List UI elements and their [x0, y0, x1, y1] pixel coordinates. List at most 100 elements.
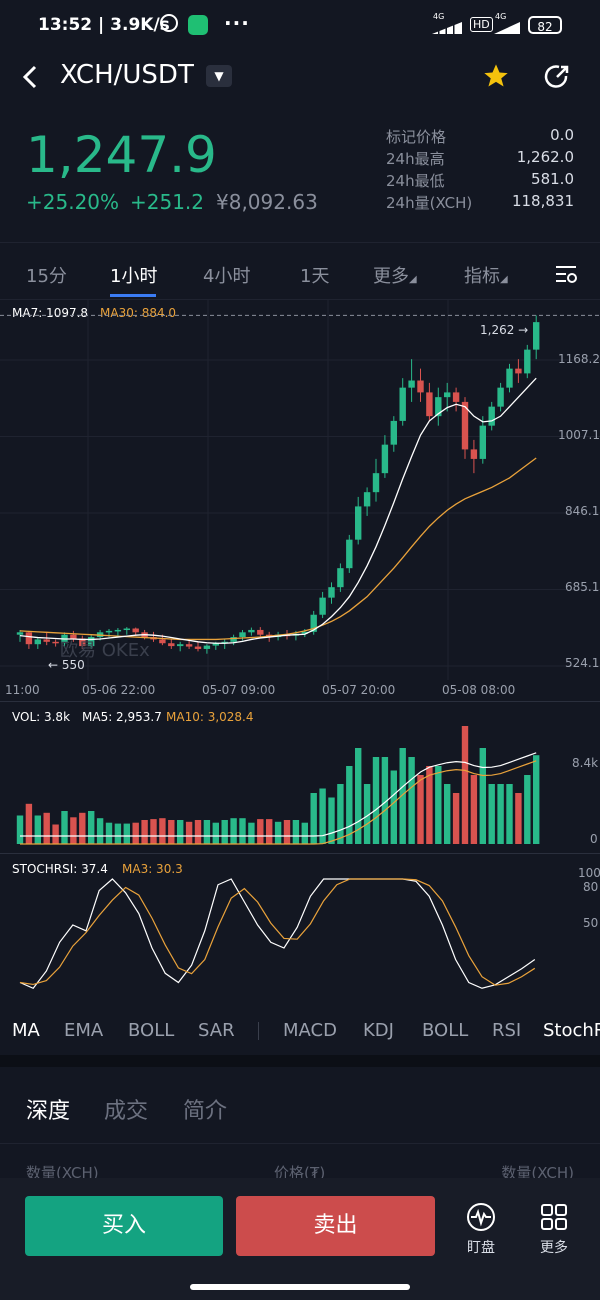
candle-body: [417, 380, 424, 393]
indicator-ma[interactable]: MA: [12, 1020, 40, 1041]
candle-body: [203, 645, 211, 649]
tab-indicators[interactable]: 指标◢: [464, 266, 508, 287]
divider: [0, 701, 600, 702]
stat-value-mark: 0.0: [550, 126, 574, 144]
tab-4h[interactable]: 4小时: [203, 266, 251, 287]
indicator-boll[interactable]: BOLL: [128, 1020, 175, 1041]
vol-y-tick: 8.4k: [572, 756, 599, 770]
indicator-sar[interactable]: SAR: [198, 1020, 235, 1041]
volume-bar: [372, 757, 380, 844]
y-tick: 846.1: [565, 504, 600, 518]
tab-depth[interactable]: 深度: [26, 1099, 71, 1124]
volume-bar: [159, 818, 166, 844]
candle-body: [257, 629, 264, 635]
volume-bar: [283, 820, 291, 844]
volume-bar: [230, 818, 237, 844]
more-dots-icon: ···: [224, 11, 250, 35]
candle-body: [497, 387, 504, 407]
tab-1h[interactable]: 1小时: [110, 266, 158, 287]
divider: [0, 1143, 600, 1144]
candle-body: [461, 401, 469, 450]
y-tick: 685.1: [565, 580, 600, 594]
col-bid-qty: 数量(XCH): [26, 1164, 99, 1182]
ma7-label: MA7: 1097.8: [12, 306, 89, 320]
candle-body: [230, 637, 237, 642]
candle-body: [381, 444, 389, 474]
candle-body: [426, 392, 433, 417]
candle-body: [88, 637, 95, 647]
alarm-clock-icon: [160, 14, 178, 32]
pulse-icon: [467, 1203, 495, 1231]
candle-body: [25, 632, 33, 645]
watermark: 欧易 OKEx: [60, 640, 150, 661]
status-bar: 13:52 | 3.9K/s ··· 4G HD 4G 82: [0, 0, 600, 52]
rsi-y-tick: 80: [583, 880, 599, 894]
volume-bar: [123, 823, 130, 844]
indicator-bar: [0, 1005, 600, 1055]
chart-settings-icon[interactable]: [554, 264, 578, 286]
candle-body: [355, 506, 362, 540]
share-icon[interactable]: [542, 62, 572, 92]
sell-button[interactable]: 卖出: [236, 1196, 435, 1256]
buy-button[interactable]: 买入: [25, 1196, 223, 1256]
indicator-boll-sub[interactable]: BOLL: [422, 1020, 469, 1041]
ma30-line: [19, 457, 537, 641]
indicator-macd[interactable]: MACD: [283, 1020, 337, 1041]
volume-bar: [337, 784, 344, 844]
volume-bar: [363, 784, 371, 844]
last-price: 1,247.9: [26, 126, 217, 184]
col-ask-qty: 数量(XCH): [501, 1164, 574, 1182]
x-tick: 05-07 09:00: [202, 683, 276, 697]
star-icon[interactable]: [482, 62, 510, 90]
more-button[interactable]: 更多: [529, 1198, 579, 1258]
candle-body: [132, 628, 139, 633]
volume-bar: [132, 822, 139, 844]
indicator-kdj[interactable]: KDJ: [363, 1020, 394, 1041]
rsi-y-tick: 50: [583, 916, 599, 930]
candle-body: [408, 380, 415, 388]
candle-body: [515, 368, 522, 374]
page-title[interactable]: XCH/USDT: [60, 60, 194, 90]
volume-bar: [461, 726, 469, 844]
candlestick-chart[interactable]: [0, 300, 600, 700]
volume-bar: [346, 766, 353, 844]
volume-bar: [141, 820, 148, 844]
volume-bar: [479, 748, 486, 844]
divider: [0, 242, 600, 243]
stat-value-high: 1,262.0: [516, 148, 574, 166]
volume-bar: [177, 820, 184, 844]
volume-bar: [274, 821, 282, 844]
candle-body: [239, 632, 246, 638]
tab-more[interactable]: 更多◢: [373, 266, 417, 287]
caret-down-icon[interactable]: ▼: [206, 65, 232, 87]
more-label: 更多: [540, 1240, 568, 1256]
candle-body: [194, 646, 202, 649]
stochrsi-ma3-line: [19, 878, 536, 986]
stat-label-low: 24h最低: [386, 172, 445, 190]
tab-trades[interactable]: 成交: [104, 1099, 149, 1124]
indicator-stochrsi[interactable]: StochR: [543, 1020, 600, 1041]
candle-body: [177, 644, 184, 647]
volume-bar: [399, 748, 406, 844]
candle-body: [488, 406, 495, 426]
volume-bar: [105, 822, 113, 844]
battery-icon: 82: [528, 16, 562, 34]
candle-body: [168, 643, 175, 647]
tab-1d[interactable]: 1天: [300, 266, 330, 287]
divider: [0, 853, 600, 854]
indicator-ema[interactable]: EMA: [64, 1020, 104, 1041]
tab-indicators-label: 指标: [464, 266, 500, 287]
watch-button[interactable]: 盯盘: [456, 1198, 506, 1258]
volume-bar: [408, 757, 415, 844]
y-tick: 1168.2: [558, 352, 600, 366]
volume-bar: [16, 815, 24, 844]
indicator-rsi[interactable]: RSI: [492, 1020, 522, 1041]
tab-intro[interactable]: 简介: [183, 1099, 228, 1124]
tab-15m[interactable]: 15分: [26, 266, 67, 287]
vol-y-tick: 0: [590, 832, 598, 846]
signal-icon: [432, 22, 462, 34]
volume-chart: [16, 726, 540, 845]
x-tick: 05-07 20:00: [322, 683, 396, 697]
vol-ma10-label: MA10: 3,028.4: [166, 710, 254, 724]
chevron-left-icon[interactable]: [20, 64, 42, 90]
